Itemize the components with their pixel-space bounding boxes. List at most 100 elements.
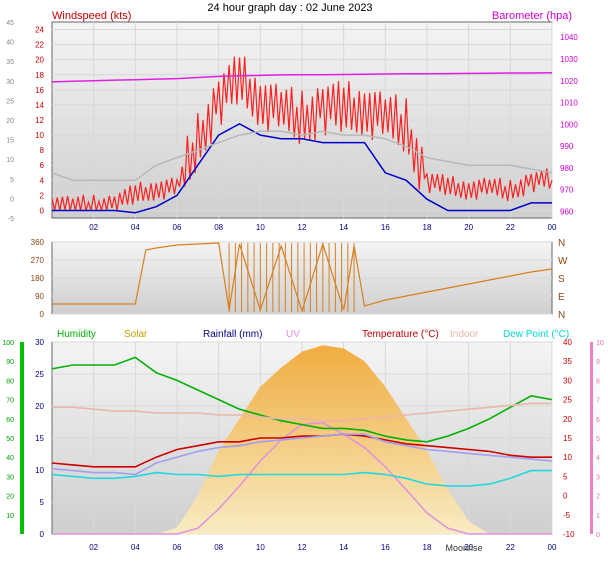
temperature-tick-label: 35 (563, 357, 572, 366)
climate-x-tick-label: 08 (214, 543, 223, 552)
rain-tick-label: 15 (35, 434, 44, 443)
humidity-tick-label: 90 (6, 359, 14, 366)
legend-entry: Solar (124, 329, 148, 340)
uv-tick-label: 3 (596, 474, 600, 481)
wind-tick-label: 10 (35, 131, 44, 140)
wind-tick-label: 16 (35, 86, 44, 95)
rain-tick-label: 0 (40, 530, 45, 539)
wind-x-tick-label: 16 (381, 223, 390, 232)
wind-x-tick-label: 12 (298, 223, 307, 232)
wind-tick-label: 20 (35, 56, 44, 65)
wind-series-average (52, 122, 552, 214)
climate-x-tick-label: 00 (548, 543, 557, 552)
direction-tick-label: 360 (31, 238, 45, 247)
solar-area (52, 345, 552, 534)
wind-tick-label: 2 (40, 191, 45, 200)
wind-tick-label: 18 (35, 71, 44, 80)
uv-axis-bar (590, 342, 593, 534)
wind-series-grey (51, 130, 553, 182)
barometer-label: Barometer (hpa) (492, 10, 572, 22)
wind-outer-tick-label: -5 (8, 216, 14, 223)
rain-tick-label: 5 (40, 498, 45, 507)
direction-gridlines (52, 241, 552, 315)
climate-panel: Humidity Solar Rainfall (mm) UV Temperature … (2, 329, 604, 553)
direction-tick-label: 90 (35, 292, 44, 301)
barometer-tick-label: 1030 (560, 55, 578, 64)
barometer-tick-label: 990 (560, 142, 574, 151)
humidity-tick-label: 40 (6, 455, 14, 462)
wind-outer-tick-label: 20 (6, 118, 14, 125)
climate-x-tick-label: 02 (89, 543, 98, 552)
wind-tick-label: 12 (35, 116, 44, 125)
legend-entry: UV (286, 329, 300, 340)
humidity-tick-label: 100 (2, 340, 14, 347)
barometer-tick-label: 980 (560, 164, 574, 173)
legend-entry: Indoor (450, 329, 479, 340)
temperature-tick-label: 15 (563, 434, 572, 443)
compass-label: N (558, 310, 565, 321)
climate-series-dew-point-c- (51, 469, 552, 487)
compass-label: W (558, 256, 568, 267)
climate-x-tick-label: 06 (173, 543, 182, 552)
chart-title: 24 hour graph day : 02 June 2023 (207, 2, 372, 14)
climate-x-tick-label: 04 (131, 543, 140, 552)
climate-legend: Humidity Solar Rainfall (mm) UV Temperature … (57, 329, 569, 340)
rain-tick-label: 30 (35, 338, 44, 347)
direction-tick-label: 270 (31, 256, 45, 265)
uv-tick-label: 7 (596, 398, 600, 405)
wind-tick-label: 24 (35, 26, 44, 35)
wind-x-tick-label: 14 (339, 223, 348, 232)
legend-entry: Humidity (57, 329, 96, 340)
barometer-tick-label: 960 (560, 207, 574, 216)
compass-label: S (558, 274, 565, 285)
climate-x-tick-label: 10 (256, 543, 265, 552)
uv-tick-label: 5 (596, 436, 600, 443)
wind-series-gust (51, 56, 553, 211)
rain-tick-label: 10 (35, 466, 44, 475)
humidity-tick-label: 50 (6, 436, 14, 443)
temperature-tick-label: -10 (563, 530, 575, 539)
wind-outer-tick-label: 5 (10, 177, 14, 184)
wind-tick-label: 0 (40, 206, 45, 215)
climate-series-temperature-c- (51, 433, 552, 468)
uv-tick-label: 2 (596, 494, 600, 501)
humidity-tick-label: 70 (6, 398, 14, 405)
temperature-tick-label: 40 (563, 338, 572, 347)
uv-tick-label: 1 (596, 513, 600, 520)
wind-tick-label: 6 (40, 161, 45, 170)
direction-tick-label: 0 (40, 310, 45, 319)
wind-outer-tick-label: 40 (6, 40, 14, 47)
legend-entry: Rainfall (mm) (203, 329, 262, 340)
direction-tick-label: 180 (31, 274, 45, 283)
climate-series (51, 345, 553, 535)
wind-panel: 24 hour graph day : 02 June 2023 Windspe… (6, 2, 578, 232)
climate-x-tick-label: 22 (506, 543, 515, 552)
humidity-tick-label: 10 (6, 513, 14, 520)
climate-x-tick-label: 18 (423, 543, 432, 552)
wind-x-tick-label: 08 (214, 223, 223, 232)
humidity-axis-bar (20, 342, 24, 534)
wind-x-tick-label: 20 (464, 223, 473, 232)
humidity-tick-label: 20 (6, 494, 14, 501)
legend-entry: Temperature (°C) (362, 329, 439, 340)
climate-series-humidity (51, 356, 553, 443)
climate-x-tick-label: 20 (464, 543, 473, 552)
temperature-tick-label: 0 (563, 492, 568, 501)
climate-x-tick-label: 14 (339, 543, 348, 552)
barometer-tick-label: 1020 (560, 77, 578, 86)
wind-outer-tick-label: 15 (6, 138, 14, 145)
uv-tick-label: 0 (596, 532, 600, 539)
wind-axis-ticks: 024681012141618202224-505101520253035404… (6, 20, 578, 232)
uv-tick-label: 8 (596, 378, 600, 385)
compass-label: E (558, 292, 565, 303)
wind-x-tick-label: 00 (548, 223, 557, 232)
temperature-tick-label: 5 (563, 472, 568, 481)
rain-tick-label: 20 (35, 402, 44, 411)
uv-tick-label: 10 (596, 340, 604, 347)
wind-tick-label: 14 (35, 101, 44, 110)
barometer-tick-label: 1000 (560, 120, 578, 129)
wind-x-tick-label: 04 (131, 223, 140, 232)
wind-tick-label: 22 (35, 41, 44, 50)
temperature-tick-label: -5 (563, 511, 571, 520)
